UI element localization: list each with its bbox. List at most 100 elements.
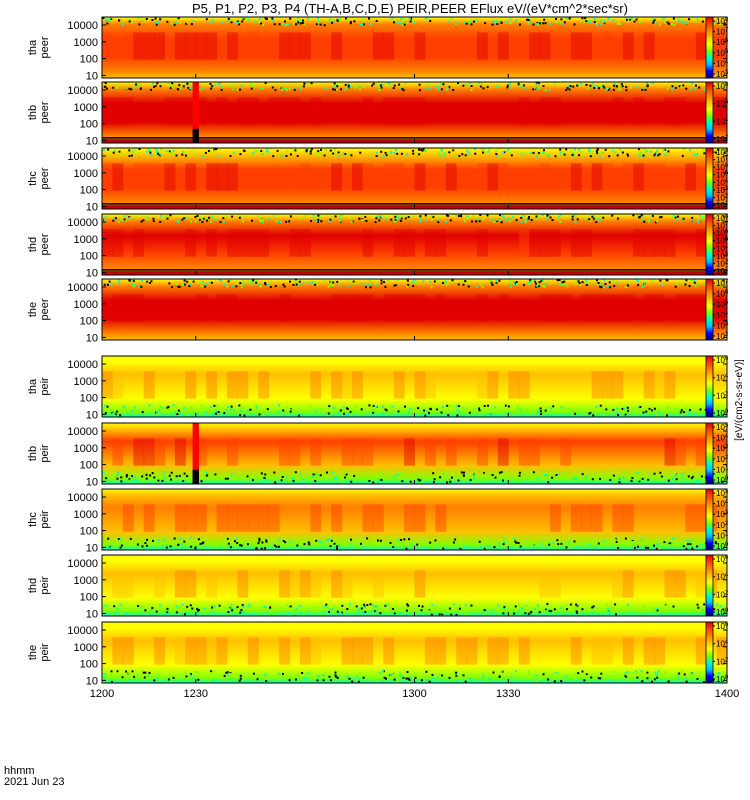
noise-pixel <box>377 612 380 615</box>
noise-pixel <box>369 286 372 289</box>
flux-column <box>279 97 290 125</box>
noise-pixel <box>647 478 650 481</box>
noise-pixel <box>156 414 159 417</box>
noise-pixel <box>339 409 342 412</box>
noise-pixel <box>714 474 716 477</box>
noise-pixel <box>691 537 694 540</box>
noise-pixel <box>667 680 670 683</box>
noise-pixel <box>483 472 486 475</box>
noise-pixel <box>493 221 496 223</box>
noise-pixel <box>323 24 326 27</box>
noise-pixel <box>633 608 636 611</box>
noise-pixel <box>220 85 223 88</box>
noise-pixel <box>331 217 334 220</box>
noise-pixel <box>325 87 328 90</box>
noise-pixel <box>448 86 451 89</box>
noise-pixel <box>144 542 147 544</box>
flux-column <box>258 229 270 257</box>
noise-pixel <box>484 472 487 475</box>
noise-pixel <box>679 411 682 414</box>
noise-pixel <box>419 215 422 218</box>
noise-pixel <box>554 546 557 549</box>
noise-pixel <box>530 280 533 283</box>
noise-pixel <box>576 611 578 614</box>
noise-pixel <box>269 612 272 615</box>
noise-pixel <box>562 281 564 284</box>
noise-pixel <box>372 546 375 549</box>
noise-pixel <box>334 152 337 155</box>
flux-column <box>591 371 603 399</box>
flux-column <box>258 371 270 399</box>
noise-pixel <box>456 679 459 682</box>
noise-pixel <box>333 88 336 91</box>
noise-pixel <box>108 544 111 547</box>
noise-pixel <box>257 542 260 545</box>
noise-pixel <box>461 153 464 156</box>
panel-label: thapeer <box>27 36 51 58</box>
noise-pixel <box>462 283 465 286</box>
y-tick-label: 100 <box>80 592 98 604</box>
noise-pixel <box>105 87 108 90</box>
noise-pixel <box>487 150 490 153</box>
colorbar-tick-label: 103 <box>716 510 729 519</box>
noise-pixel <box>457 82 459 85</box>
noise-pixel <box>232 151 235 154</box>
flux-column <box>591 294 603 322</box>
noise-pixel <box>470 85 473 87</box>
noise-pixel <box>255 404 258 407</box>
noise-pixel <box>257 674 260 677</box>
noise-pixel <box>393 612 396 615</box>
flux-column <box>237 570 249 598</box>
noise-pixel <box>329 545 332 548</box>
noise-pixel <box>165 478 168 481</box>
flux-column <box>664 570 676 598</box>
noise-pixel <box>611 214 614 217</box>
flux-column <box>435 637 447 665</box>
colorbar-tick-label: 104 <box>716 640 729 649</box>
noise-pixel <box>130 88 133 91</box>
flux-column <box>581 32 593 60</box>
noise-pixel <box>106 405 109 408</box>
noise-pixel <box>362 611 365 614</box>
noise-pixel <box>294 280 297 283</box>
noise-pixel <box>309 405 312 408</box>
flux-column <box>185 371 197 399</box>
noise-pixel <box>102 471 105 474</box>
noise-pixel <box>269 606 272 609</box>
noise-pixel <box>107 283 109 286</box>
noise-pixel <box>413 279 416 282</box>
noise-pixel <box>355 605 358 608</box>
noise-pixel <box>569 603 572 606</box>
noise-pixel <box>521 607 523 609</box>
noise-pixel <box>676 281 679 284</box>
noise-pixel <box>170 680 173 683</box>
flux-column <box>310 570 322 598</box>
colorbar-tick-label: 102 <box>716 391 729 400</box>
noise-pixel <box>525 217 528 220</box>
noise-pixel <box>185 675 188 678</box>
noise-pixel <box>196 608 199 611</box>
noise-pixel <box>548 609 551 611</box>
noise-pixel <box>673 18 676 21</box>
noise-pixel <box>555 474 558 476</box>
noise-pixel <box>236 606 239 609</box>
flux-column <box>362 229 374 257</box>
flux-column <box>612 294 624 322</box>
noise-pixel <box>286 476 289 479</box>
noise-pixel <box>401 480 404 483</box>
flux-column <box>383 97 395 125</box>
noise-pixel <box>633 20 636 23</box>
noise-pixel <box>397 216 400 219</box>
noise-pixel <box>628 541 631 544</box>
noise-pixel <box>209 21 212 24</box>
noise-pixel <box>562 150 565 153</box>
noise-pixel <box>599 677 602 680</box>
noise-pixel <box>602 85 605 87</box>
noise-pixel <box>242 149 245 152</box>
flux-column <box>591 163 603 191</box>
noise-pixel <box>432 472 435 475</box>
noise-pixel <box>161 479 164 482</box>
noise-pixel <box>241 84 244 87</box>
flux-column <box>393 163 405 191</box>
flux-column <box>612 97 624 125</box>
